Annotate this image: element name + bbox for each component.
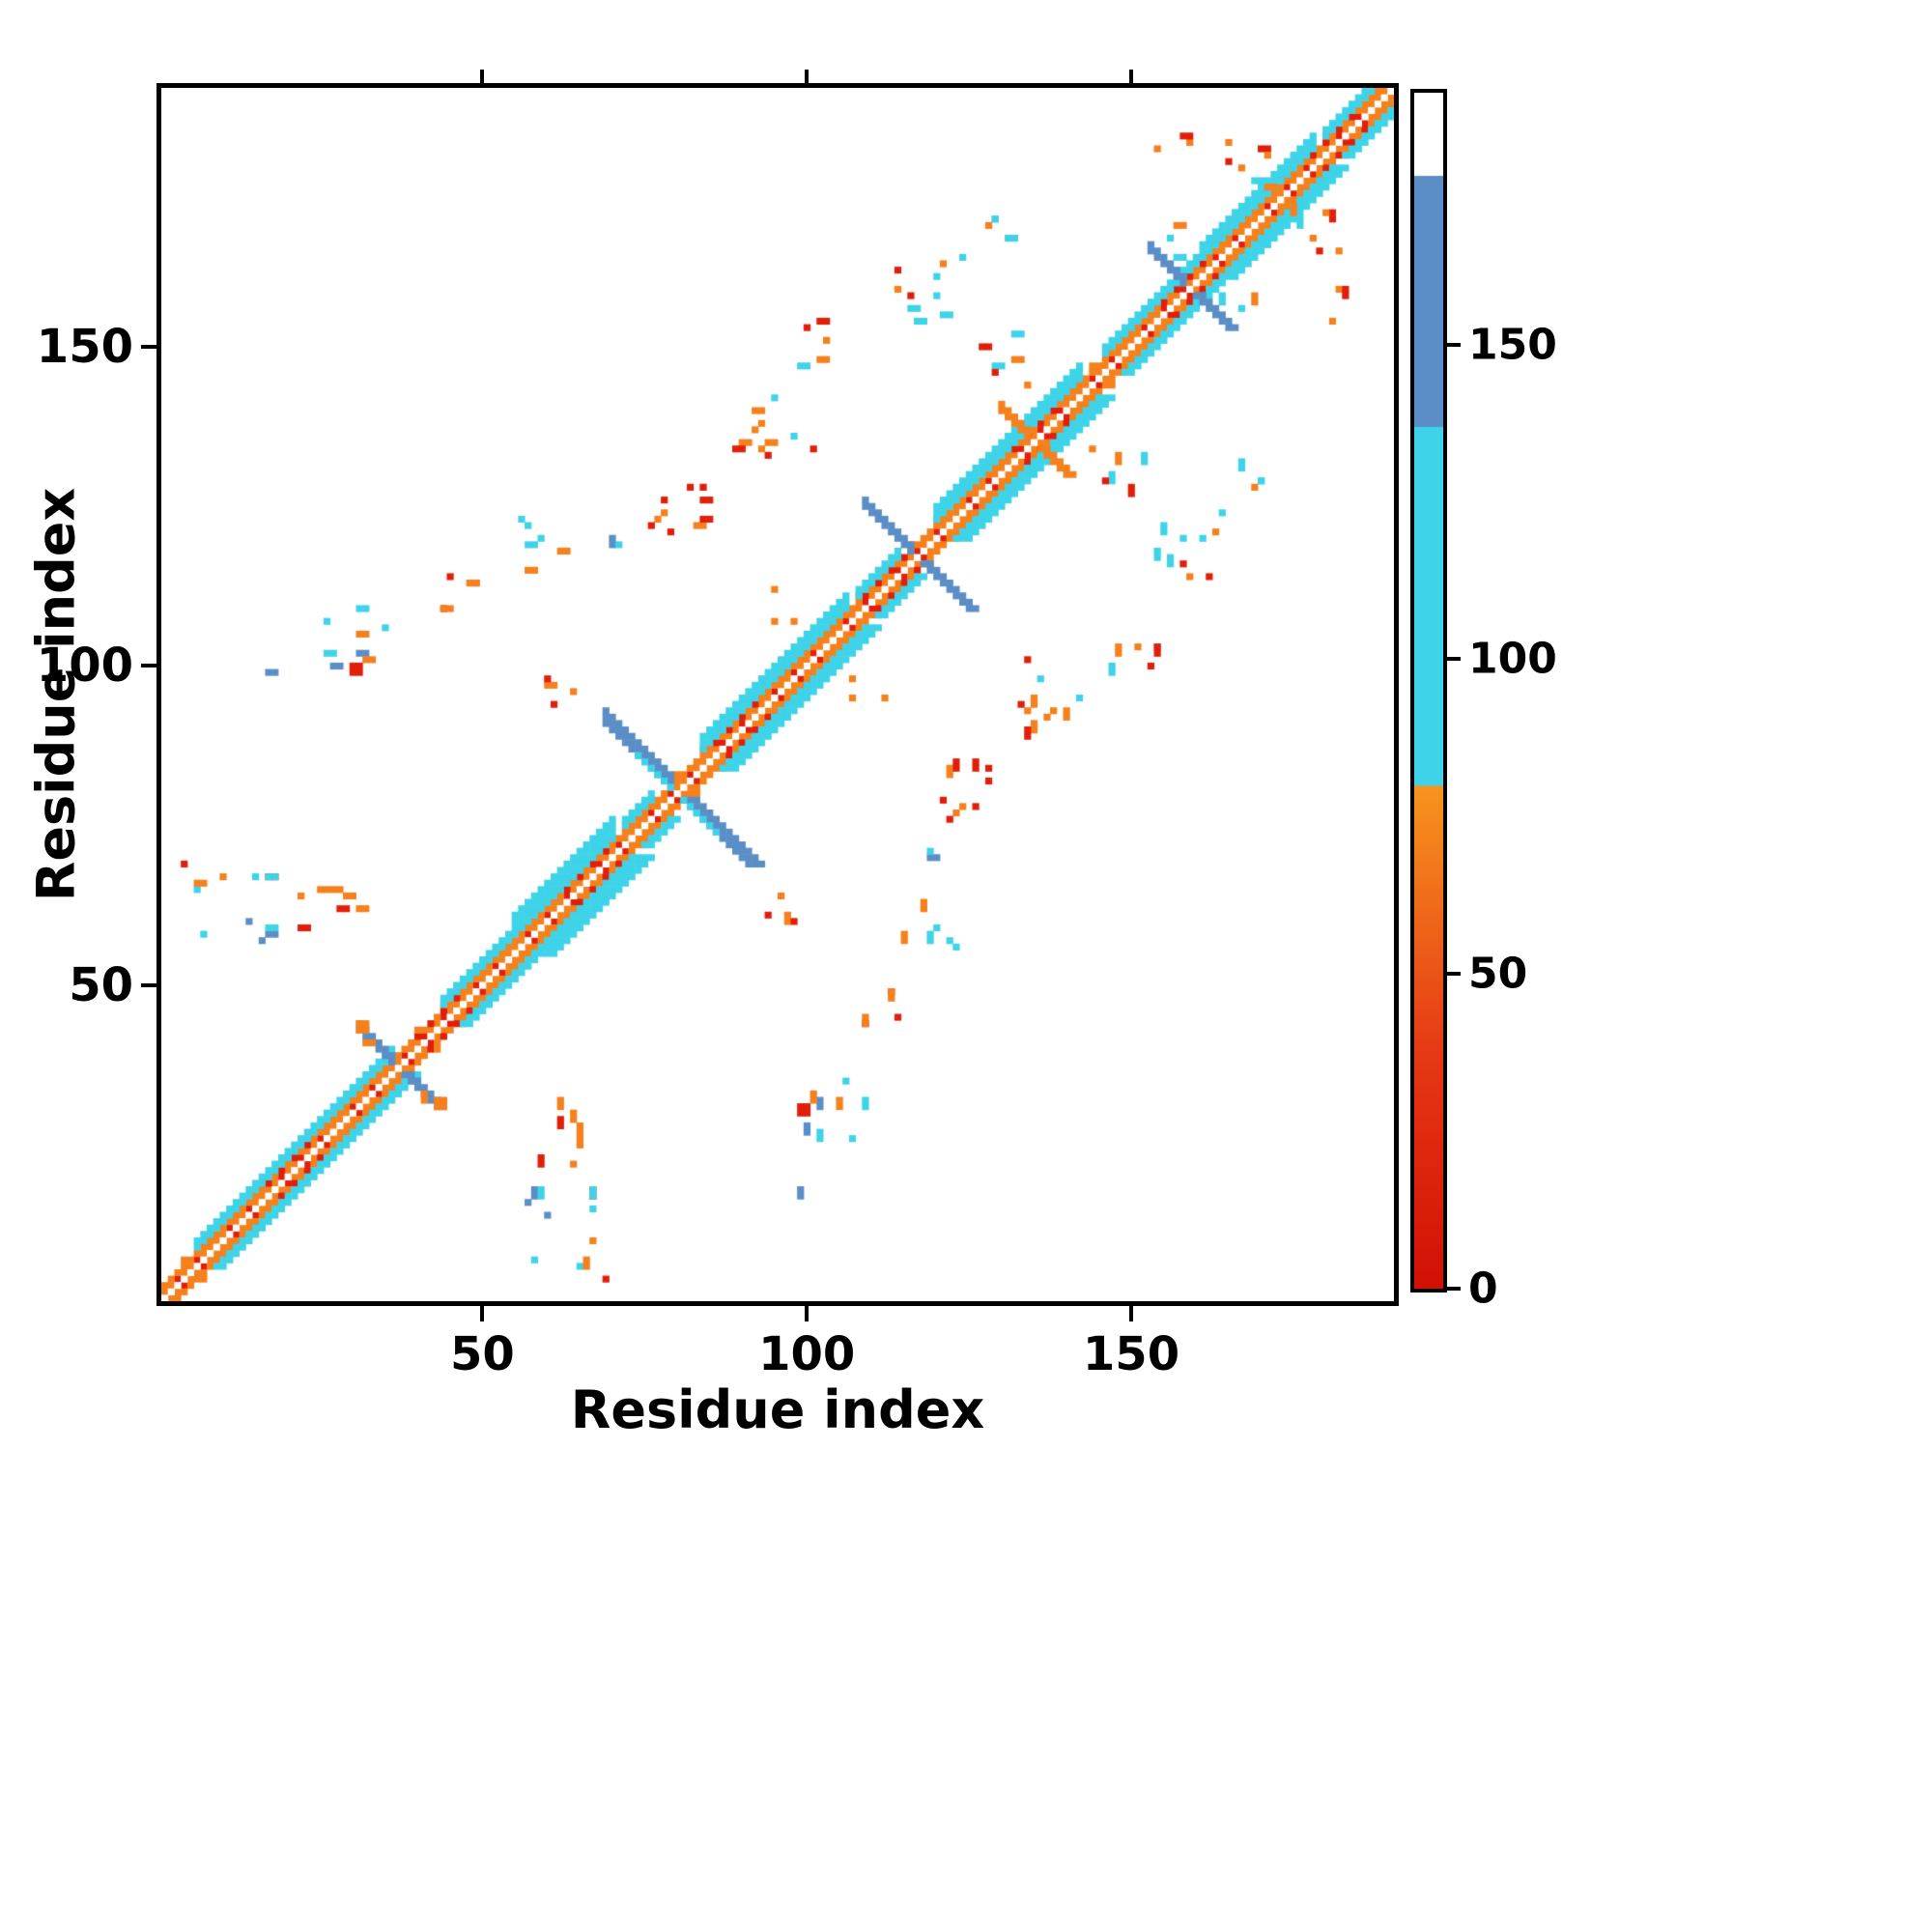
y-tick-label: 100 xyxy=(36,639,133,694)
colorbar-tick-mark xyxy=(1447,657,1461,662)
x-tick-mark-top xyxy=(1129,70,1133,83)
y-tick-mark xyxy=(141,344,156,349)
y-tick-label: 50 xyxy=(69,957,133,1012)
x-tick-label: 150 xyxy=(1082,1327,1180,1381)
x-tick-label: 50 xyxy=(450,1327,515,1381)
colorbar-tick-label: 150 xyxy=(1468,320,1557,370)
colorbar-tick-label: 0 xyxy=(1468,1264,1498,1314)
x-tick-mark-top xyxy=(480,70,485,83)
x-tick-mark xyxy=(805,1306,810,1321)
plot-frame xyxy=(156,83,1399,1306)
colorbar-tick-mark xyxy=(1447,972,1461,977)
y-tick-mark xyxy=(141,982,156,987)
x-tick-mark-top xyxy=(805,70,810,83)
y-axis-label: Residue index xyxy=(25,487,87,902)
y-tick-label: 150 xyxy=(36,319,133,374)
colorbar-tick-label: 100 xyxy=(1468,634,1557,684)
colorbar xyxy=(1410,89,1447,1293)
x-tick-mark xyxy=(480,1306,485,1321)
y-tick-mark xyxy=(141,664,156,668)
x-axis-label: Residue index xyxy=(570,1379,985,1440)
colorbar-tick-mark xyxy=(1447,342,1461,347)
colorbar-tick-mark xyxy=(1447,1287,1461,1291)
x-tick-label: 100 xyxy=(758,1327,856,1381)
colorbar-tick-label: 50 xyxy=(1468,949,1528,999)
x-tick-mark xyxy=(1129,1306,1133,1321)
heatmap-canvas xyxy=(161,88,1394,1301)
